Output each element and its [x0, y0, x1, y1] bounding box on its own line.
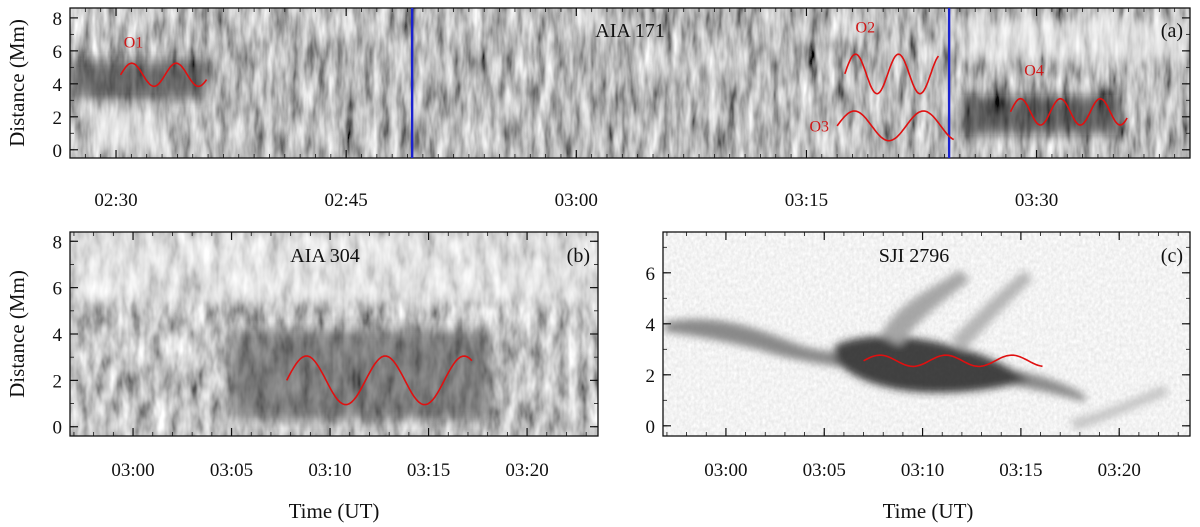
y-tick-label: 0	[53, 418, 63, 439]
x-tick-label: 03:05	[803, 460, 846, 481]
x-tick-label: 03:10	[901, 460, 944, 481]
panel-c-title: SJI 2796	[879, 245, 950, 267]
panel-b-ylabel: Distance (Mm)	[5, 270, 29, 398]
x-tick-label: 03:00	[111, 460, 154, 481]
panel-b-xlabel: Time (UT)	[289, 499, 380, 523]
panel-a-time-markers	[410, 8, 951, 158]
panel-b-image	[70, 232, 598, 436]
panel-a-ticks: 02:30 02:45 03:00 03:15 03:30 0 2 4 6 8	[53, 8, 1191, 211]
panel-b-tag: (b)	[567, 245, 590, 267]
panel-b: 03:00 03:05 03:10 03:15 03:20 0 2 4 6 8 AIA 304 (…	[5, 231, 599, 523]
x-tick-label: 02:45	[325, 190, 368, 211]
oscillation-label-o4: O4	[1024, 63, 1044, 80]
panel-a-oscillation-fits: O1 O2 O3 O4	[119, 20, 1128, 142]
sine-fit-curve	[285, 355, 473, 406]
x-tick-label: 03:05	[210, 460, 253, 481]
y-tick-label: 8	[53, 232, 63, 253]
x-tick-label: 03:20	[1098, 460, 1141, 481]
panel-c-ticks: 03:00 03:05 03:10 03:15 03:20 0 2 4 6	[646, 232, 1190, 481]
y-tick-label: 0	[53, 141, 63, 162]
y-tick-label: 6	[53, 42, 63, 63]
x-tick-label: 03:00	[555, 190, 598, 211]
panel-a-image	[70, 8, 1190, 158]
x-tick-label: 03:15	[999, 460, 1042, 481]
panel-c-fit	[863, 354, 1043, 368]
x-tick-label: 02:30	[94, 190, 137, 211]
y-tick-label: 2	[646, 366, 656, 387]
panel-a-title: AIA 171	[595, 20, 664, 42]
y-tick-label: 6	[53, 279, 63, 300]
panel-c-xlabel: Time (UT)	[883, 499, 974, 523]
oscillation-label-o2: O2	[856, 20, 876, 37]
panel-c-tag: (c)	[1161, 245, 1183, 267]
panel-a-frame	[69, 7, 1191, 159]
panel-b-fit	[285, 355, 473, 406]
panel-a-tag: (a)	[1161, 20, 1183, 42]
oscillation-fit-o2	[844, 53, 940, 95]
sine-fit-curve	[863, 354, 1043, 368]
oscillation-label-o1: O1	[124, 35, 144, 52]
oscillation-fit-o1	[119, 62, 208, 88]
y-tick-label: 8	[53, 9, 63, 30]
x-tick-label: 03:30	[1015, 190, 1058, 211]
panel-b-title: AIA 304	[290, 245, 359, 267]
x-tick-label: 03:10	[308, 460, 351, 481]
y-tick-label: 6	[646, 264, 656, 285]
x-tick-label: 03:15	[407, 460, 450, 481]
panel-c-frame	[662, 231, 1191, 437]
oscillation-label-o3: O3	[810, 119, 830, 136]
panel-b-ticks: 03:00 03:05 03:10 03:15 03:20 0 2 4 6 8	[53, 232, 598, 481]
panel-a-ylabel: Distance (Mm)	[5, 19, 29, 147]
oscillation-fit-o4	[1009, 97, 1128, 126]
panel-c: 03:00 03:05 03:10 03:15 03:20 0 2 4 6 SJI 2796 (…	[646, 231, 1191, 523]
y-tick-label: 2	[53, 108, 63, 129]
y-tick-label: 4	[646, 315, 656, 336]
panel-c-image	[663, 232, 1190, 436]
x-tick-label: 03:20	[505, 460, 548, 481]
y-tick-label: 4	[53, 325, 63, 346]
y-tick-label: 2	[53, 371, 63, 392]
y-tick-label: 0	[646, 417, 656, 438]
x-tick-label: 03:15	[785, 190, 828, 211]
y-tick-label: 4	[53, 75, 63, 96]
x-tick-label: 03:00	[704, 460, 747, 481]
oscillation-fit-o3	[836, 110, 955, 142]
